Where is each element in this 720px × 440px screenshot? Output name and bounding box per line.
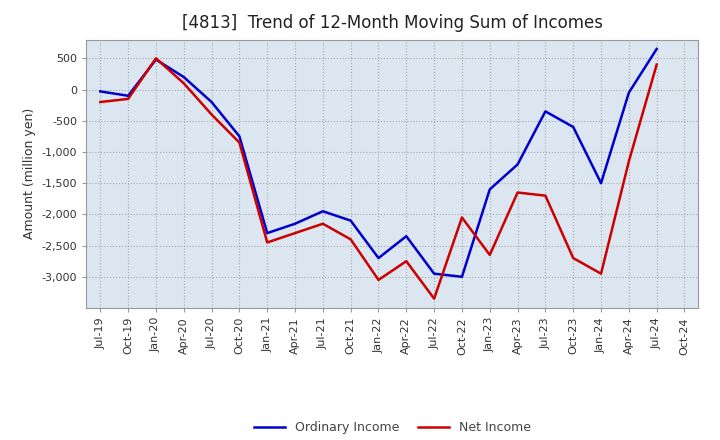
Ordinary Income (263, 231, 271, 236)
Net Income (374, 277, 383, 282)
Net Income (430, 296, 438, 301)
Line: Net Income: Net Income (100, 59, 657, 299)
Net Income (291, 231, 300, 236)
Net Income (624, 159, 633, 164)
Ordinary Income (96, 89, 104, 94)
Net Income (346, 237, 355, 242)
Line: Ordinary Income: Ordinary Income (100, 49, 657, 277)
Ordinary Income (597, 180, 606, 186)
Ordinary Income (318, 209, 327, 214)
Net Income (318, 221, 327, 226)
Ordinary Income (652, 46, 661, 51)
Net Income (263, 240, 271, 245)
Net Income (179, 81, 188, 86)
Ordinary Income (291, 221, 300, 226)
Ordinary Income (124, 93, 132, 99)
Ordinary Income (485, 187, 494, 192)
Ordinary Income (430, 271, 438, 276)
Ordinary Income (374, 256, 383, 261)
Ordinary Income (541, 109, 550, 114)
Net Income (652, 62, 661, 67)
Net Income (235, 140, 243, 145)
Net Income (207, 112, 216, 117)
Net Income (541, 193, 550, 198)
Net Income (513, 190, 522, 195)
Net Income (569, 256, 577, 261)
Ordinary Income (458, 274, 467, 279)
Ordinary Income (402, 234, 410, 239)
Net Income (124, 96, 132, 102)
Net Income (597, 271, 606, 276)
Net Income (402, 259, 410, 264)
Title: [4813]  Trend of 12-Month Moving Sum of Incomes: [4813] Trend of 12-Month Moving Sum of I… (182, 15, 603, 33)
Ordinary Income (624, 90, 633, 95)
Ordinary Income (569, 125, 577, 130)
Net Income (96, 99, 104, 105)
Net Income (152, 56, 161, 61)
Ordinary Income (152, 57, 161, 62)
Ordinary Income (207, 99, 216, 105)
Y-axis label: Amount (million yen): Amount (million yen) (23, 108, 36, 239)
Ordinary Income (235, 134, 243, 139)
Ordinary Income (179, 74, 188, 80)
Ordinary Income (513, 162, 522, 167)
Legend: Ordinary Income, Net Income: Ordinary Income, Net Income (248, 416, 536, 439)
Ordinary Income (346, 218, 355, 223)
Net Income (485, 252, 494, 257)
Net Income (458, 215, 467, 220)
